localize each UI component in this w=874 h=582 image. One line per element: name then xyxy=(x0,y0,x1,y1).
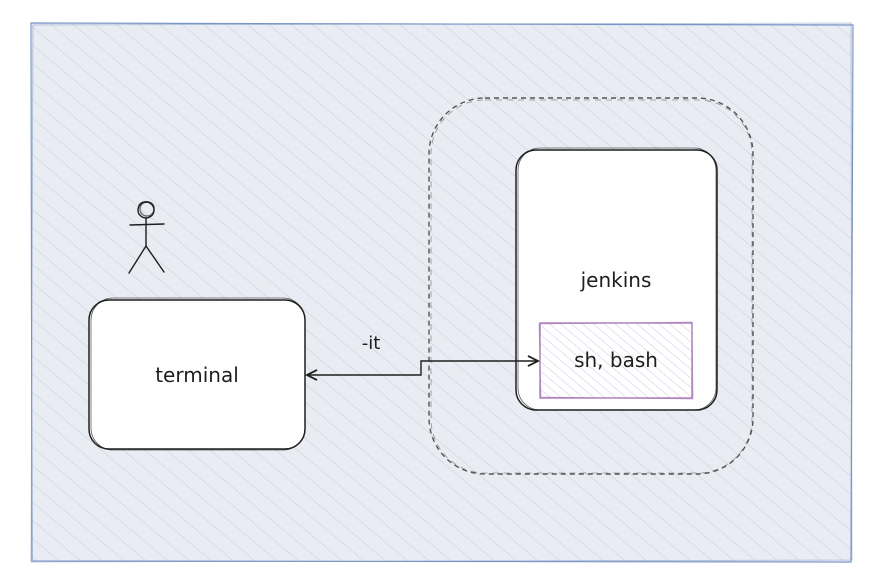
shell-node[interactable]: sh, bash xyxy=(538,321,694,400)
background-frame xyxy=(30,22,854,563)
terminal-label: terminal xyxy=(155,363,239,387)
connector-arrow: -it xyxy=(307,333,538,375)
container-group-outline xyxy=(428,97,754,475)
jenkins-label: jenkins xyxy=(580,268,652,292)
user-icon xyxy=(128,201,165,274)
shell-label: sh, bash xyxy=(574,348,658,372)
connector-label: -it xyxy=(362,333,381,354)
terminal-node[interactable]: terminal xyxy=(88,297,306,451)
